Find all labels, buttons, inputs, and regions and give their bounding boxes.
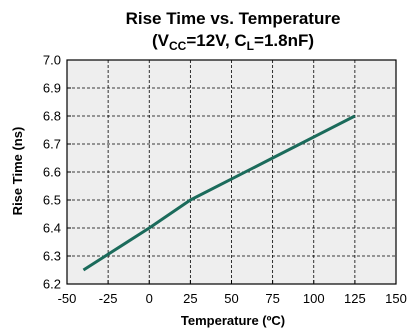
- chart-subtitle: (VCC=12V, CL=1.8nF): [152, 31, 314, 53]
- y-tick-label: 6.2: [43, 277, 61, 292]
- x-tick-label: -50: [58, 291, 77, 306]
- series-layer: [82, 114, 356, 272]
- y-tick-label: 6.7: [43, 137, 61, 152]
- grid-lines: [67, 60, 396, 284]
- y-axis-title: Rise Time (ns): [10, 127, 25, 216]
- y-tick-label: 6.8: [43, 109, 61, 124]
- x-tick-label: 50: [224, 291, 238, 306]
- y-tick-label: 6.3: [43, 249, 61, 264]
- x-tick-label: 0: [146, 291, 153, 306]
- chart-title: Rise Time vs. Temperature: [126, 9, 341, 28]
- y-tick-label: 6.5: [43, 193, 61, 208]
- subtitle-subscript-cc: CC: [169, 39, 187, 53]
- x-tick-label: 125: [344, 291, 366, 306]
- x-tick-label: 75: [265, 291, 279, 306]
- series-line-rise-time: [82, 114, 356, 272]
- x-tick-label: 100: [303, 291, 325, 306]
- subtitle-part-3: =1.8nF): [254, 31, 314, 50]
- x-tick-label: 150: [385, 291, 407, 306]
- subtitle-part-1: (V: [152, 31, 170, 50]
- subtitle-subscript-l: L: [247, 39, 254, 53]
- x-axis-title: Temperature (ºC): [181, 313, 285, 328]
- subtitle-part-2: =12V, C: [186, 31, 246, 50]
- x-tick-label: -25: [99, 291, 118, 306]
- y-tick-label: 6.4: [43, 221, 61, 236]
- x-tick-label: 25: [183, 291, 197, 306]
- x-axis-ticks: -50 -25 0 25 50 75 100 125 150: [58, 280, 407, 306]
- y-axis-ticks: 6.2 6.3 6.4 6.5 6.6 6.7 6.8 6.9 7.0: [43, 53, 71, 292]
- y-tick-label: 6.9: [43, 81, 61, 96]
- y-tick-label: 7.0: [43, 53, 61, 68]
- y-tick-label: 6.6: [43, 165, 61, 180]
